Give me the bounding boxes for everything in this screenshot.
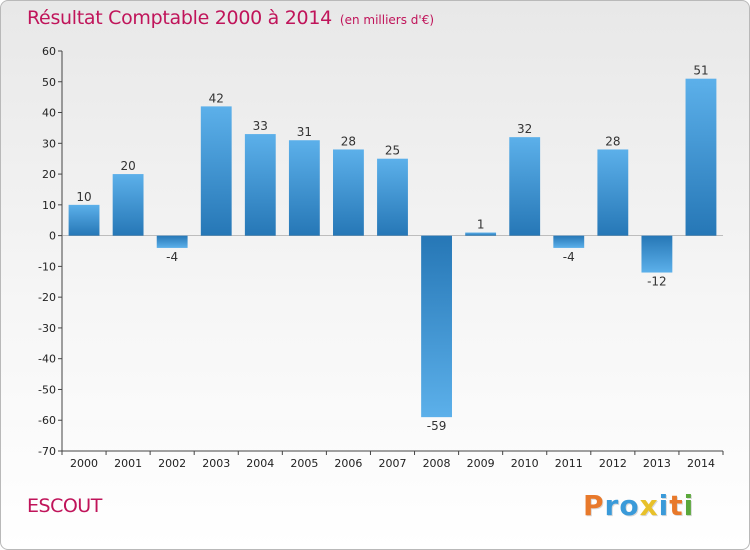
data-label-2005: 31 <box>297 125 312 139</box>
x-tick-label-2009: 2009 <box>467 457 495 470</box>
logo-letter: i <box>658 489 670 522</box>
x-tick-label-2012: 2012 <box>599 457 627 470</box>
data-label-2011: -4 <box>563 250 575 264</box>
data-label-2006: 28 <box>341 134 356 148</box>
x-tick-label-2001: 2001 <box>114 457 142 470</box>
bar-2002 <box>156 235 188 248</box>
bar-2009 <box>465 232 497 236</box>
logo-letter: P <box>583 489 605 522</box>
y-tick-label: 50 <box>42 76 56 89</box>
y-tick-label: 20 <box>42 168 56 181</box>
data-label-2009: 1 <box>477 218 485 232</box>
y-tick-label: -40 <box>38 353 56 366</box>
y-tick-label: 10 <box>42 199 56 212</box>
y-tick-label: -60 <box>38 414 56 427</box>
bar-2011 <box>553 235 585 248</box>
data-label-2001: 20 <box>120 159 135 173</box>
data-label-2007: 25 <box>385 144 400 158</box>
data-label-2014: 51 <box>693 64 708 78</box>
bar-2003 <box>200 106 232 236</box>
x-tick-label-2014: 2014 <box>687 457 715 470</box>
data-label-2002: -4 <box>166 250 178 264</box>
data-label-2003: 42 <box>209 91 224 105</box>
bar-2012 <box>597 149 629 236</box>
logo-letter: t <box>669 489 684 522</box>
axes: -70 -60 -50 -40 -30 -20 -10 0 10 20 30 40 50 60 2000 20… <box>38 45 724 470</box>
bar-2008 <box>421 235 452 418</box>
y-tick-label: -20 <box>38 291 56 304</box>
title-block: Résultat Comptable 2000 à 2014 (en millie… <box>27 7 434 29</box>
chart-title: Résultat Comptable 2000 à 2014 <box>27 7 332 29</box>
proxiti-logo: Proxiti <box>583 489 694 522</box>
x-tick-label-2006: 2006 <box>334 457 362 470</box>
x-tick-label-2008: 2008 <box>423 457 451 470</box>
data-label-2008: -59 <box>427 419 447 433</box>
y-tick-label: 40 <box>42 107 56 120</box>
y-tick-label: 30 <box>42 137 56 150</box>
bar-2006 <box>333 149 364 236</box>
unit-label: (en milliers d'€) <box>339 13 435 27</box>
data-label-2010: 32 <box>517 122 532 136</box>
x-tick-label-2000: 2000 <box>70 457 98 470</box>
x-tick-label-2002: 2002 <box>158 457 186 470</box>
logo-letter: r <box>604 489 620 522</box>
x-tick-label-2013: 2013 <box>643 457 671 470</box>
x-tick-label-2005: 2005 <box>290 457 318 470</box>
x-tick-label-2011: 2011 <box>555 457 583 470</box>
bar-2010 <box>509 137 541 236</box>
x-tick-label-2003: 2003 <box>202 457 230 470</box>
y-tick-label: -30 <box>38 322 56 335</box>
bar-2004 <box>244 134 276 236</box>
bar-2005 <box>288 140 320 236</box>
bar-2001 <box>112 174 144 236</box>
y-tick-label: 0 <box>49 230 56 243</box>
commune-name: ESCOUT <box>27 495 102 517</box>
bar-2000 <box>68 204 100 236</box>
y-tick-label: -50 <box>38 383 56 396</box>
x-tick-label-2007: 2007 <box>379 457 407 470</box>
data-label-2004: 33 <box>253 119 268 133</box>
bar-2014 <box>685 78 717 236</box>
x-tick-label-2004: 2004 <box>246 457 274 470</box>
data-labels-group: 10 20 -4 42 33 31 28 25 -59 1 32 -4 28 -12 51 <box>76 64 708 433</box>
data-label-2013: -12 <box>647 275 667 289</box>
logo-letter: x <box>639 489 659 522</box>
bars-group <box>68 78 717 418</box>
bar-2013 <box>641 235 673 273</box>
logo-letter: o <box>619 489 640 522</box>
y-tick-label: 60 <box>42 45 56 58</box>
x-tick-label-2010: 2010 <box>511 457 539 470</box>
y-tick-label: -70 <box>38 445 56 458</box>
data-label-2000: 10 <box>76 190 91 204</box>
logo-letter: i <box>683 489 695 522</box>
data-label-2012: 28 <box>605 134 620 148</box>
y-tick-label: -10 <box>38 260 56 273</box>
bar-2007 <box>377 158 408 236</box>
